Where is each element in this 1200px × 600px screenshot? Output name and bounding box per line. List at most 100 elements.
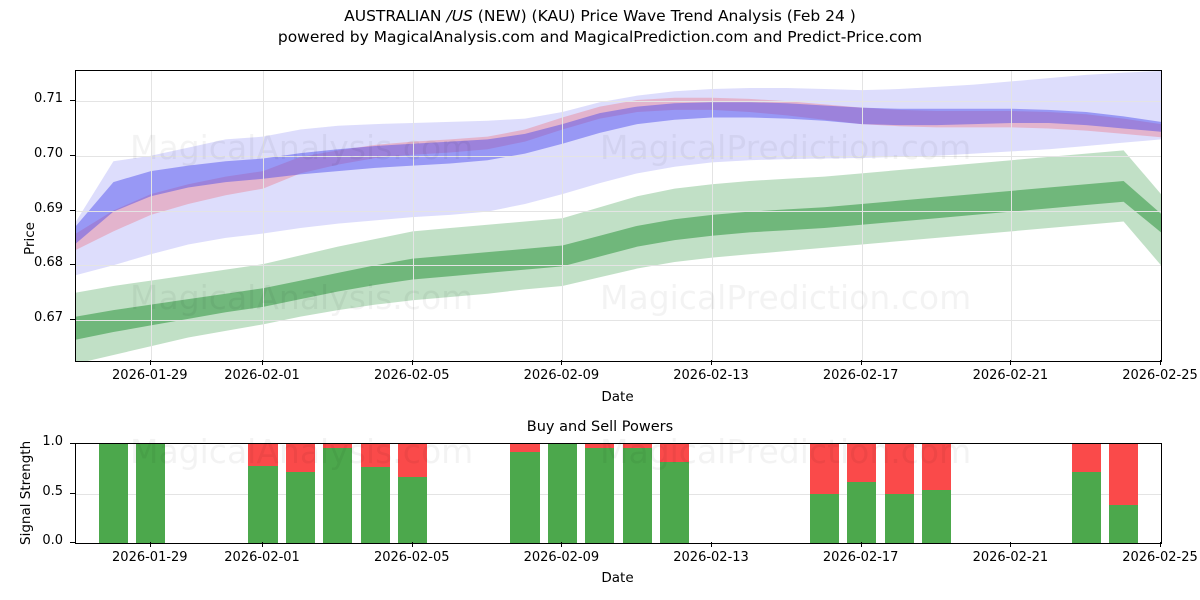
price-ytick-label: 0.68 bbox=[34, 255, 63, 271]
signal-xtick-label: 2026-02-05 bbox=[373, 550, 450, 565]
signal-bar[interactable] bbox=[323, 444, 353, 543]
signal-bar[interactable] bbox=[248, 444, 278, 543]
signal-xtick-mark bbox=[711, 542, 713, 547]
signal-bar-buy-segment bbox=[285, 471, 316, 543]
signal-bar[interactable] bbox=[921, 444, 952, 543]
price-ytick-label: 0.71 bbox=[34, 91, 63, 107]
price-gridline-h bbox=[76, 155, 1161, 157]
signal-bar[interactable] bbox=[547, 444, 577, 543]
price-gridline-v bbox=[1011, 71, 1013, 361]
price-ytick-mark bbox=[70, 264, 75, 266]
price-wave-bands bbox=[76, 71, 1161, 361]
signal-xtick-mark bbox=[149, 542, 151, 547]
signal-bar-buy-segment bbox=[809, 493, 839, 543]
signal-bar[interactable] bbox=[98, 444, 128, 543]
price-gridline-h bbox=[76, 210, 1161, 212]
signal-ytick-mark bbox=[70, 492, 75, 494]
signal-bar-buy-segment bbox=[398, 476, 428, 543]
price-gridline-h bbox=[76, 101, 1161, 103]
signal-xtick-label: 2026-02-09 bbox=[523, 550, 600, 565]
signal-bar-sell-segment bbox=[248, 444, 278, 466]
signal-bar-buy-segment bbox=[622, 447, 652, 543]
price-ytick-mark bbox=[70, 100, 75, 102]
chart-title-block: AUSTRALIAN /US (NEW) (KAU) Price Wave Tr… bbox=[0, 6, 1200, 48]
signal-bar-buy-segment bbox=[660, 461, 690, 543]
price-xtick-mark bbox=[860, 360, 862, 365]
signal-bar[interactable] bbox=[285, 444, 316, 543]
signal-bar[interactable] bbox=[809, 444, 839, 543]
signal-bar-buy-segment bbox=[248, 465, 278, 543]
price-xtick-label: 2026-02-17 bbox=[822, 368, 899, 383]
price-xtick-mark bbox=[262, 360, 264, 365]
price-gridline-h bbox=[76, 319, 1161, 321]
signal-bar[interactable] bbox=[884, 444, 914, 543]
signal-bar-buy-segment bbox=[547, 444, 577, 543]
signal-bar-buy-segment bbox=[323, 447, 353, 543]
signal-bar[interactable] bbox=[136, 444, 166, 543]
signal-bar-sell-segment bbox=[847, 444, 877, 482]
price-gridline-v bbox=[150, 71, 152, 361]
signal-bar-sell-segment bbox=[510, 444, 540, 452]
price-xtick-label: 2026-02-25 bbox=[1122, 368, 1198, 383]
signal-bar-sell-segment bbox=[398, 444, 428, 477]
price-band-blue-inner bbox=[76, 102, 1161, 244]
price-xtick-label: 2026-01-29 bbox=[112, 368, 188, 383]
signal-bar[interactable] bbox=[847, 444, 877, 543]
signal-bar-sell-segment bbox=[585, 444, 615, 448]
price-ytick-label: 0.70 bbox=[34, 145, 63, 161]
signal-bar[interactable] bbox=[585, 444, 615, 543]
signal-ytick-mark bbox=[70, 542, 75, 543]
signal-chart-plot-area bbox=[75, 443, 1162, 544]
signal-bar[interactable] bbox=[398, 444, 428, 543]
signal-bar[interactable] bbox=[622, 444, 652, 543]
signal-bar-buy-segment bbox=[136, 444, 166, 543]
signal-bar-sell-segment bbox=[1071, 444, 1101, 472]
price-xtick-mark bbox=[411, 360, 413, 365]
price-xtick-mark bbox=[561, 360, 563, 365]
price-ytick-label: 0.67 bbox=[34, 309, 63, 325]
price-xtick-label: 2026-02-13 bbox=[673, 368, 749, 383]
signal-bar[interactable] bbox=[660, 444, 690, 543]
price-ytick-mark bbox=[70, 318, 75, 320]
price-gridline-v bbox=[412, 71, 414, 361]
signal-gridline-h bbox=[76, 493, 1161, 495]
signal-xtick-label: 2026-02-21 bbox=[972, 550, 1049, 565]
price-chart-plot-area bbox=[75, 70, 1162, 362]
signal-ytick-label: 0.5 bbox=[42, 483, 63, 499]
price-gridline-v bbox=[263, 71, 265, 361]
price-gridline-v bbox=[562, 71, 564, 361]
signal-bar[interactable] bbox=[1108, 444, 1139, 543]
price-gridline-h bbox=[76, 265, 1161, 267]
signal-xtick-label: 2026-02-25 bbox=[1122, 550, 1198, 565]
signal-bar-buy-segment bbox=[1108, 505, 1139, 543]
signal-xtick-mark bbox=[262, 542, 264, 547]
price-band-blue-outer bbox=[76, 71, 1161, 276]
signal-bar-buy-segment bbox=[1071, 471, 1101, 543]
signal-chart-title: Buy and Sell Powers bbox=[526, 419, 674, 435]
signal-xtick-label: 2026-02-17 bbox=[822, 550, 899, 565]
signal-bar-buy-segment bbox=[98, 444, 128, 543]
signal-bar[interactable] bbox=[1071, 444, 1101, 543]
price-gridline-v bbox=[712, 71, 714, 361]
signal-bar-sell-segment bbox=[1108, 444, 1139, 506]
signal-bar[interactable] bbox=[360, 444, 390, 543]
signal-xtick-label: 2026-02-01 bbox=[224, 550, 300, 565]
page-title: AUSTRALIAN /US (NEW) (KAU) Price Wave Tr… bbox=[0, 6, 1200, 27]
signal-bar-buy-segment bbox=[884, 493, 914, 543]
signal-bar[interactable] bbox=[510, 444, 540, 543]
signal-ytick-label: 1.0 bbox=[42, 434, 63, 449]
signal-bar-sell-segment bbox=[660, 444, 690, 462]
price-axis-y-label: Price bbox=[22, 222, 38, 255]
signal-xtick-label: 2026-01-29 bbox=[112, 550, 188, 565]
signal-bar-sell-segment bbox=[884, 444, 914, 494]
signal-xtick-label: 2026-02-13 bbox=[673, 550, 749, 565]
signal-bar-sell-segment bbox=[622, 444, 652, 448]
signal-bar-buy-segment bbox=[585, 447, 615, 543]
price-ytick-mark bbox=[70, 209, 75, 211]
price-band-pink bbox=[76, 97, 1161, 250]
signal-bar-sell-segment bbox=[360, 444, 390, 467]
price-gridline-v bbox=[861, 71, 863, 361]
signal-axis-x-label: Date bbox=[601, 570, 634, 586]
signal-xtick-mark bbox=[411, 542, 413, 547]
